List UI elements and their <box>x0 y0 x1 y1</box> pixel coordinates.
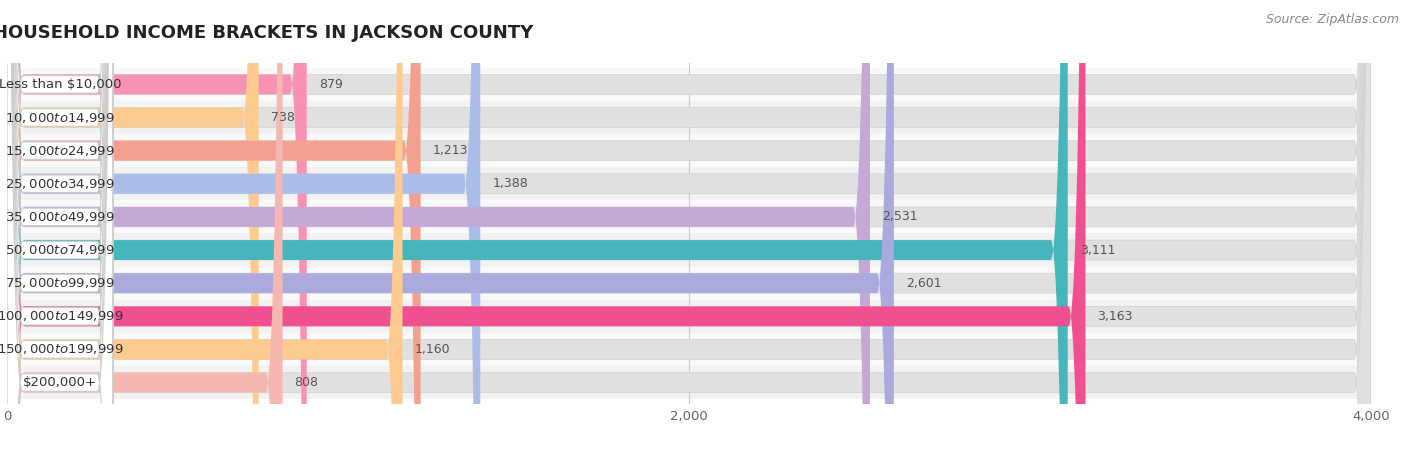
Text: 1,213: 1,213 <box>433 144 468 157</box>
Text: 808: 808 <box>294 376 318 389</box>
FancyBboxPatch shape <box>7 0 112 449</box>
FancyBboxPatch shape <box>7 101 1371 134</box>
FancyBboxPatch shape <box>7 0 307 449</box>
FancyBboxPatch shape <box>7 0 1371 449</box>
FancyBboxPatch shape <box>7 300 1371 333</box>
FancyBboxPatch shape <box>7 0 1371 449</box>
Text: Less than $10,000: Less than $10,000 <box>0 78 121 91</box>
FancyBboxPatch shape <box>7 0 894 449</box>
FancyBboxPatch shape <box>7 0 1085 449</box>
Text: $10,000 to $14,999: $10,000 to $14,999 <box>6 110 115 124</box>
Text: $35,000 to $49,999: $35,000 to $49,999 <box>6 210 115 224</box>
FancyBboxPatch shape <box>7 0 1067 449</box>
FancyBboxPatch shape <box>7 0 112 449</box>
FancyBboxPatch shape <box>7 0 1371 449</box>
Text: 2,601: 2,601 <box>905 277 942 290</box>
FancyBboxPatch shape <box>7 0 112 449</box>
FancyBboxPatch shape <box>7 0 112 449</box>
FancyBboxPatch shape <box>7 68 1371 101</box>
FancyBboxPatch shape <box>7 0 112 449</box>
Text: 879: 879 <box>319 78 343 91</box>
FancyBboxPatch shape <box>7 0 1371 449</box>
FancyBboxPatch shape <box>7 366 1371 399</box>
FancyBboxPatch shape <box>7 0 283 449</box>
FancyBboxPatch shape <box>7 0 420 449</box>
FancyBboxPatch shape <box>7 0 1371 449</box>
FancyBboxPatch shape <box>7 233 1371 267</box>
Text: 1,388: 1,388 <box>492 177 529 190</box>
FancyBboxPatch shape <box>7 0 1371 449</box>
Text: 738: 738 <box>270 111 294 124</box>
FancyBboxPatch shape <box>7 0 1371 449</box>
FancyBboxPatch shape <box>7 0 481 449</box>
Text: $100,000 to $149,999: $100,000 to $149,999 <box>0 309 124 323</box>
Text: 3,111: 3,111 <box>1080 243 1115 256</box>
FancyBboxPatch shape <box>7 167 1371 200</box>
Text: $200,000+: $200,000+ <box>22 376 97 389</box>
FancyBboxPatch shape <box>7 0 1371 449</box>
FancyBboxPatch shape <box>7 0 1371 449</box>
FancyBboxPatch shape <box>7 0 112 449</box>
FancyBboxPatch shape <box>7 0 870 449</box>
Text: Source: ZipAtlas.com: Source: ZipAtlas.com <box>1265 13 1399 26</box>
FancyBboxPatch shape <box>7 0 112 449</box>
FancyBboxPatch shape <box>7 0 259 449</box>
Text: $75,000 to $99,999: $75,000 to $99,999 <box>6 276 115 290</box>
FancyBboxPatch shape <box>7 0 112 449</box>
Text: 1,160: 1,160 <box>415 343 450 356</box>
Text: $25,000 to $34,999: $25,000 to $34,999 <box>6 177 115 191</box>
FancyBboxPatch shape <box>7 200 1371 233</box>
Text: $15,000 to $24,999: $15,000 to $24,999 <box>6 144 115 158</box>
Text: HOUSEHOLD INCOME BRACKETS IN JACKSON COUNTY: HOUSEHOLD INCOME BRACKETS IN JACKSON COU… <box>0 24 534 42</box>
Text: 3,163: 3,163 <box>1098 310 1133 323</box>
FancyBboxPatch shape <box>7 0 402 449</box>
Text: 2,531: 2,531 <box>882 211 918 224</box>
FancyBboxPatch shape <box>7 134 1371 167</box>
Text: $50,000 to $74,999: $50,000 to $74,999 <box>6 243 115 257</box>
FancyBboxPatch shape <box>7 333 1371 366</box>
FancyBboxPatch shape <box>7 267 1371 300</box>
FancyBboxPatch shape <box>7 0 1371 449</box>
FancyBboxPatch shape <box>7 0 112 449</box>
FancyBboxPatch shape <box>7 0 112 449</box>
Text: $150,000 to $199,999: $150,000 to $199,999 <box>0 343 124 357</box>
